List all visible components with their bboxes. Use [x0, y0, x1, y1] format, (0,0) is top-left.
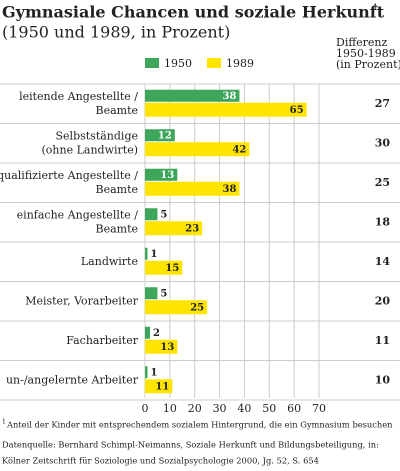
bar — [145, 102, 307, 117]
category-label: un-/angelernte Arbeiter — [6, 373, 139, 386]
bar — [145, 326, 150, 339]
x-tick-label: 30 — [213, 402, 227, 415]
category-label: Meister, Vorarbeiter — [25, 294, 139, 307]
title-note-marker: 1 — [373, 3, 378, 12]
x-tick-label: 20 — [188, 402, 202, 415]
category-label: einfache Angestellte / — [17, 208, 139, 221]
value-label: 15 — [165, 263, 179, 274]
bar — [145, 247, 148, 260]
category-label: Facharbeiter — [66, 334, 139, 347]
x-tick-label: 60 — [287, 402, 301, 415]
difference-value: 14 — [375, 255, 391, 268]
value-label: 1 — [150, 249, 157, 260]
bar — [145, 208, 158, 221]
category-label: Beamte — [95, 183, 138, 196]
legend-swatch — [207, 58, 221, 68]
value-label: 2 — [153, 328, 160, 339]
difference-value: 25 — [375, 176, 390, 189]
bar — [145, 221, 203, 236]
legend-swatch — [145, 58, 159, 68]
difference-value: 27 — [375, 97, 390, 110]
difference-value: 10 — [375, 373, 391, 386]
bar — [145, 300, 208, 315]
bar — [145, 129, 175, 142]
value-label: 1 — [150, 367, 157, 378]
chart-title: Gymnasiale Chancen und soziale Herkunft — [2, 3, 385, 22]
difference-value: 11 — [375, 334, 390, 347]
value-label: 38 — [223, 184, 237, 195]
bar — [145, 181, 240, 196]
category-label: Beamte — [95, 104, 138, 117]
value-label: 23 — [185, 223, 199, 234]
source: Kölner Zeitschrift für Soziologie und So… — [2, 456, 319, 466]
bar — [145, 168, 178, 181]
legend-label: 1989 — [226, 57, 254, 70]
bar — [145, 260, 183, 275]
difference-header: 1950-1989 — [336, 47, 396, 60]
bar — [145, 89, 240, 102]
footnote-marker: 1 — [2, 419, 6, 426]
category-label: (ohne Landwirte) — [42, 143, 139, 156]
bar — [145, 287, 158, 300]
legend-label: 1950 — [164, 57, 192, 70]
x-tick-label: 70 — [312, 402, 326, 415]
category-label: Selbstständige — [56, 129, 139, 142]
bar — [145, 142, 250, 157]
value-label: 13 — [160, 342, 174, 353]
x-tick-label: 0 — [142, 402, 149, 415]
category-label: qualifizierte Angestellte / — [0, 169, 138, 182]
value-label: 25 — [190, 302, 204, 313]
chart-subtitle: (1950 und 1989, in Prozent) — [2, 23, 230, 42]
bar — [145, 339, 178, 354]
source: Datenquelle: Bernhard Schimpl-Neimanns, … — [2, 440, 379, 450]
difference-header: (in Prozent) — [336, 58, 400, 71]
difference-value: 20 — [375, 294, 391, 307]
value-label: 5 — [160, 288, 167, 299]
footnote: Anteil der Kinder mit entsprechendem soz… — [6, 420, 393, 430]
category-label: Beamte — [95, 222, 138, 235]
difference-header: Differenz — [336, 36, 388, 49]
x-tick-label: 40 — [237, 402, 251, 415]
difference-value: 18 — [375, 215, 391, 228]
value-label: 12 — [158, 130, 172, 141]
category-label: Landwirte — [81, 255, 138, 268]
value-label: 65 — [290, 105, 304, 116]
value-label: 5 — [160, 209, 167, 220]
category-label: leitende Angestellte / — [19, 90, 138, 103]
value-label: 11 — [155, 381, 169, 392]
difference-value: 30 — [375, 136, 391, 149]
value-label: 13 — [160, 170, 174, 181]
value-label: 42 — [232, 144, 246, 155]
bar — [145, 379, 173, 394]
bar — [145, 366, 148, 379]
x-tick-label: 50 — [262, 402, 276, 415]
x-tick-label: 10 — [163, 402, 177, 415]
value-label: 38 — [223, 91, 237, 102]
